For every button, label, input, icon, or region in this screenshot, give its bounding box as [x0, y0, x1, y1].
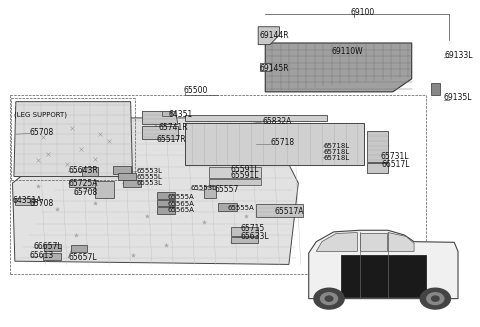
Text: 65500: 65500	[184, 86, 208, 95]
Text: 65517R: 65517R	[156, 135, 186, 144]
Polygon shape	[209, 167, 261, 178]
Circle shape	[420, 288, 450, 309]
Text: 65591L: 65591L	[231, 165, 259, 174]
Text: 65553L: 65553L	[137, 168, 163, 174]
Text: 64351: 64351	[168, 111, 192, 119]
Text: 65555L: 65555L	[137, 174, 163, 180]
Polygon shape	[14, 102, 132, 177]
Polygon shape	[388, 232, 414, 251]
Text: 65725A: 65725A	[68, 179, 98, 188]
Polygon shape	[143, 112, 178, 125]
Text: 65565A: 65565A	[168, 207, 195, 213]
Text: 65718: 65718	[271, 138, 295, 147]
Text: 65643R: 65643R	[68, 166, 98, 175]
Polygon shape	[367, 163, 388, 173]
Polygon shape	[143, 126, 178, 139]
Polygon shape	[260, 63, 271, 71]
Text: 69100: 69100	[350, 8, 374, 17]
Polygon shape	[15, 198, 34, 205]
Text: 65613: 65613	[30, 251, 54, 260]
Text: 65555A: 65555A	[228, 205, 254, 211]
Polygon shape	[256, 204, 303, 217]
Circle shape	[325, 296, 333, 301]
Text: 65708: 65708	[29, 199, 53, 208]
Polygon shape	[43, 253, 61, 260]
Text: 65708: 65708	[74, 188, 98, 197]
Text: (LEG SUPPORT): (LEG SUPPORT)	[14, 112, 67, 118]
Polygon shape	[185, 123, 364, 165]
Polygon shape	[113, 166, 131, 174]
Polygon shape	[122, 180, 141, 187]
Text: 65741R: 65741R	[159, 123, 189, 131]
Polygon shape	[12, 118, 299, 265]
Text: 65591L: 65591L	[231, 171, 259, 180]
Text: 65557: 65557	[214, 185, 239, 194]
Polygon shape	[431, 83, 440, 95]
Polygon shape	[231, 237, 258, 243]
Circle shape	[314, 288, 344, 309]
Circle shape	[321, 293, 337, 304]
Polygon shape	[316, 232, 358, 251]
Text: 65657L: 65657L	[68, 253, 97, 262]
Polygon shape	[265, 43, 412, 92]
Text: 65555A: 65555A	[168, 194, 195, 200]
Text: 65517A: 65517A	[275, 207, 304, 215]
Text: 65633L: 65633L	[240, 232, 269, 241]
Text: 65553L: 65553L	[191, 185, 216, 191]
Text: 65718L: 65718L	[324, 155, 349, 161]
Text: 66517L: 66517L	[382, 160, 410, 169]
Polygon shape	[69, 180, 97, 187]
Polygon shape	[258, 27, 279, 45]
Polygon shape	[44, 244, 61, 251]
Text: 65718L: 65718L	[324, 149, 349, 155]
Polygon shape	[209, 179, 261, 185]
Polygon shape	[156, 200, 176, 206]
Polygon shape	[82, 167, 97, 176]
Circle shape	[432, 296, 439, 301]
Text: 65832A: 65832A	[263, 117, 292, 126]
Text: 65553L: 65553L	[137, 181, 163, 186]
Polygon shape	[360, 232, 387, 251]
Text: 65718L: 65718L	[324, 143, 349, 149]
Polygon shape	[204, 186, 216, 198]
Polygon shape	[367, 131, 388, 162]
Polygon shape	[156, 192, 176, 199]
Polygon shape	[95, 181, 114, 198]
Text: 64351A: 64351A	[13, 196, 42, 205]
Polygon shape	[309, 230, 458, 299]
Text: 65565A: 65565A	[168, 200, 195, 207]
Polygon shape	[156, 207, 176, 214]
Polygon shape	[231, 227, 258, 236]
Text: 69135L: 69135L	[444, 93, 472, 102]
Text: 65715: 65715	[240, 224, 265, 233]
Text: 65731L: 65731L	[380, 152, 408, 162]
Text: 69133L: 69133L	[445, 51, 473, 60]
Polygon shape	[162, 112, 171, 116]
Text: 69110W: 69110W	[331, 47, 363, 56]
Text: 66657L: 66657L	[34, 242, 62, 251]
Polygon shape	[118, 173, 136, 181]
Text: 69144R: 69144R	[260, 31, 289, 40]
Circle shape	[427, 293, 444, 304]
Text: 69145R: 69145R	[260, 64, 289, 73]
Polygon shape	[71, 245, 87, 252]
Polygon shape	[218, 203, 237, 211]
Polygon shape	[185, 115, 327, 121]
Text: 65708: 65708	[30, 129, 54, 137]
Polygon shape	[341, 255, 426, 297]
